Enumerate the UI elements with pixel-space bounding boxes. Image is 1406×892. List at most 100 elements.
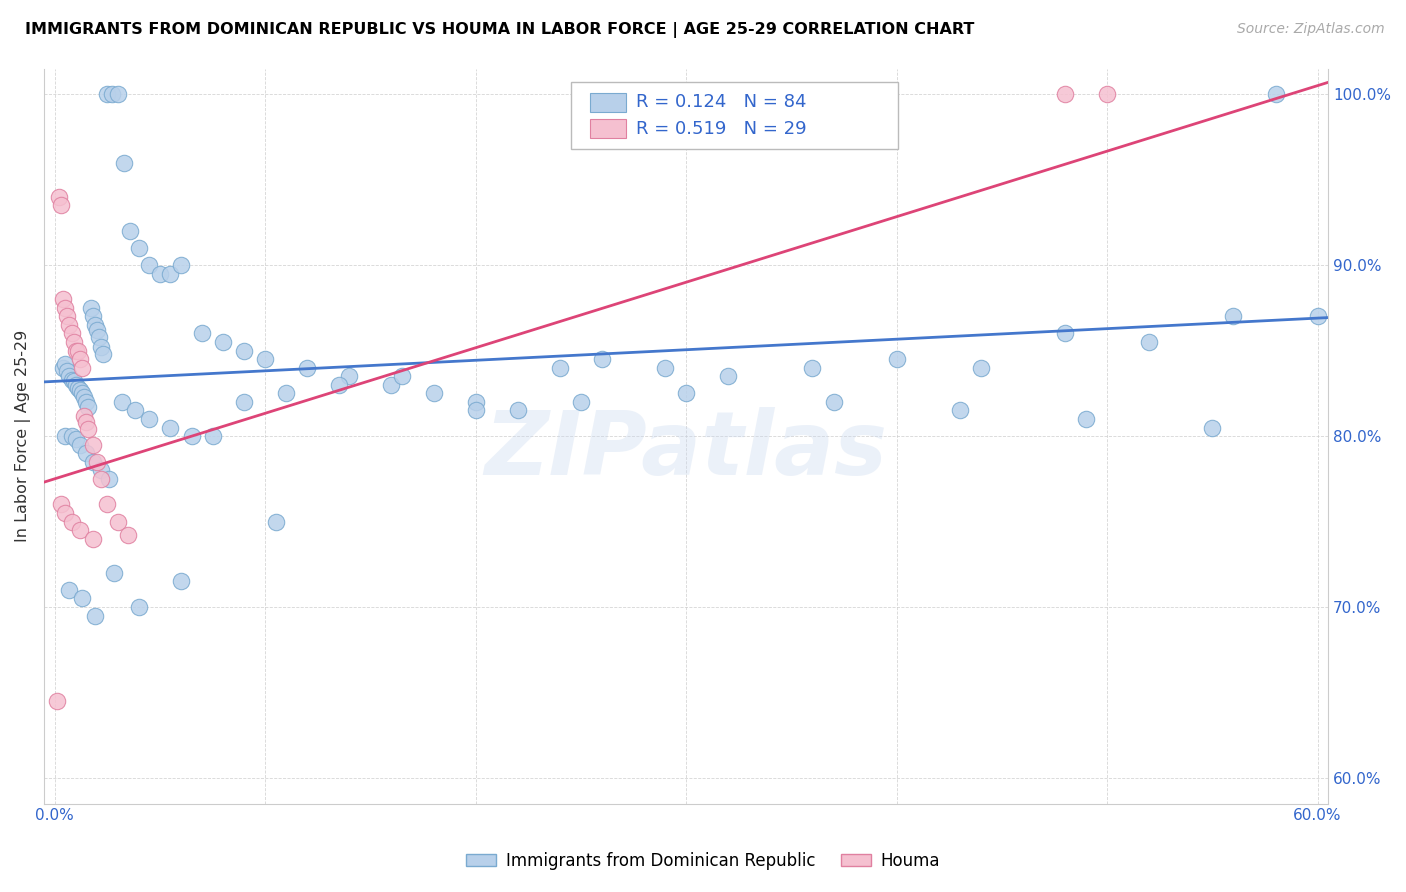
Point (86, 323, 108, 337)
Point (69, 352, 91, 367)
Point (60, 429, 83, 443)
Point (422, 386, 444, 401)
Point (100, 87, 122, 102)
Point (339, 369, 361, 384)
Point (107, 87, 129, 102)
Text: Source: ZipAtlas.com: Source: ZipAtlas.com (1237, 22, 1385, 37)
Point (45, 694, 67, 708)
Point (823, 395, 845, 409)
Point (77, 422, 100, 436)
Point (56, 364, 79, 378)
Point (53, 506, 76, 520)
Point (82, 455, 104, 469)
Point (717, 369, 740, 384)
Point (120, 224, 142, 238)
Point (1264, 87, 1286, 102)
Point (212, 334, 235, 349)
Point (53, 301, 76, 315)
Point (66, 381, 89, 395)
Point (548, 360, 571, 375)
Point (276, 386, 298, 401)
Point (1201, 420, 1223, 434)
Point (70, 386, 93, 401)
FancyBboxPatch shape (591, 93, 626, 112)
Text: IMMIGRANTS FROM DOMINICAN REPUBLIC VS HOUMA IN LABOR FORCE | AGE 25-29 CORRELATI: IMMIGRANTS FROM DOMINICAN REPUBLIC VS HO… (25, 22, 974, 38)
Point (60, 515, 83, 529)
Point (1053, 326, 1076, 341)
Point (90, 463, 112, 477)
Point (264, 515, 287, 529)
Point (73, 390, 96, 404)
Point (391, 369, 413, 384)
Point (86, 455, 108, 469)
Point (60, 373, 83, 387)
Point (180, 429, 202, 443)
Point (70, 591, 93, 606)
Point (58, 369, 80, 384)
Point (75, 446, 97, 460)
Point (128, 600, 150, 615)
Point (65, 433, 87, 447)
Point (58, 582, 80, 597)
Point (191, 326, 214, 341)
Point (159, 420, 181, 434)
Point (1222, 310, 1244, 324)
Point (82, 532, 104, 546)
Point (53, 429, 76, 443)
Point (73, 409, 96, 423)
FancyBboxPatch shape (571, 82, 898, 149)
Point (65, 343, 87, 358)
Point (96, 498, 118, 512)
Point (62, 375, 84, 389)
Point (124, 403, 146, 417)
Point (82, 310, 104, 324)
Text: R = 0.124   N = 84: R = 0.124 N = 84 (636, 94, 807, 112)
Point (254, 352, 277, 367)
Point (66, 343, 89, 358)
Point (138, 258, 160, 272)
Y-axis label: In Labor Force | Age 25-29: In Labor Force | Age 25-29 (15, 330, 31, 542)
Point (98, 472, 121, 486)
Point (159, 267, 181, 281)
Point (170, 258, 193, 272)
Point (506, 403, 529, 417)
Point (52, 293, 75, 307)
Point (464, 395, 486, 409)
Point (1137, 334, 1160, 349)
Point (75, 416, 97, 430)
Point (970, 360, 993, 375)
Point (233, 395, 256, 409)
Point (886, 352, 908, 367)
Point (328, 377, 350, 392)
Point (69, 437, 91, 451)
Point (49, 498, 72, 512)
Point (464, 403, 486, 417)
Point (801, 360, 824, 375)
Point (83, 318, 105, 332)
Point (62, 334, 84, 349)
Point (90, 472, 112, 486)
Point (79, 301, 101, 315)
Point (111, 395, 134, 409)
Point (69, 523, 91, 537)
Point (58, 318, 80, 332)
Point (1095, 87, 1118, 102)
Legend: Immigrants from Dominican Republic, Houma: Immigrants from Dominican Republic, Houm… (460, 846, 946, 877)
Point (83, 608, 105, 623)
Point (107, 515, 129, 529)
Point (112, 155, 135, 169)
Point (654, 360, 676, 375)
Point (90, 340, 112, 354)
Point (170, 574, 193, 589)
Point (77, 400, 100, 414)
Point (297, 360, 319, 375)
Point (75, 395, 97, 409)
Point (96, 87, 118, 102)
Point (52, 360, 75, 375)
Point (128, 241, 150, 255)
Point (103, 566, 125, 580)
Point (53, 357, 76, 371)
Point (117, 528, 139, 542)
Point (591, 352, 613, 367)
Point (675, 386, 697, 401)
